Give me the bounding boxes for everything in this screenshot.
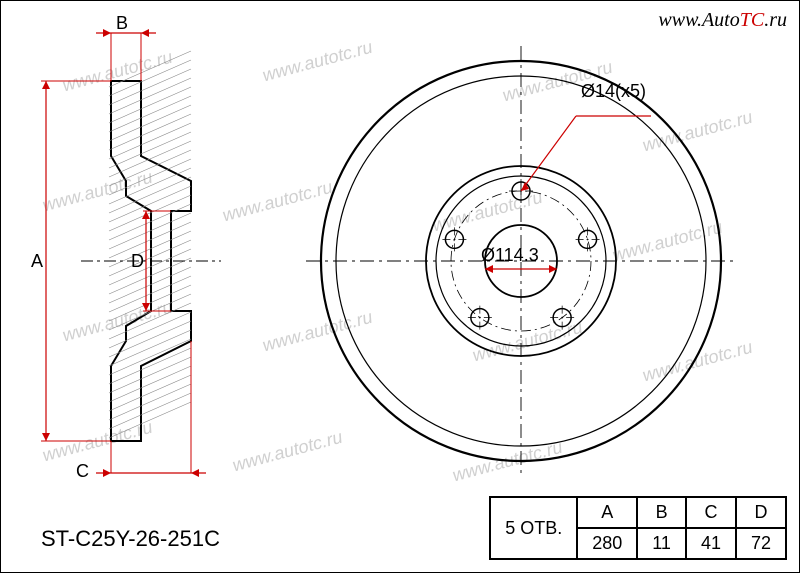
table-header: D [736,497,786,528]
dim-label-a: A [31,251,43,272]
side-view-drawing [21,11,281,511]
dim-label-d: D [131,251,144,272]
table-cell: 72 [736,528,786,559]
site-url: www.AutoTC.ru [658,9,787,32]
part-number: ST-C25Y-26-251C [41,526,220,552]
table-header-row: 5 ОТВ. A B C D [490,497,786,528]
table-cell: 280 [577,528,637,559]
table-cell: 11 [637,528,686,559]
drawing-container: www.autotc.ruwww.autotc.ruwww.autotc.ruw… [0,0,800,573]
table-header: A [577,497,637,528]
dimension-table: 5 ОТВ. A B C D 280 11 41 72 [489,496,787,560]
hole-callout: Ø14(x5) [581,81,646,102]
dim-label-b: B [116,13,128,34]
table-header: B [637,497,686,528]
table-header: C [686,497,736,528]
bore-diameter: Ø114.3 [481,245,539,266]
holes-count-cell: 5 ОТВ. [490,497,577,559]
dim-label-c: C [76,461,89,482]
table-cell: 41 [686,528,736,559]
front-view-drawing [301,41,761,501]
